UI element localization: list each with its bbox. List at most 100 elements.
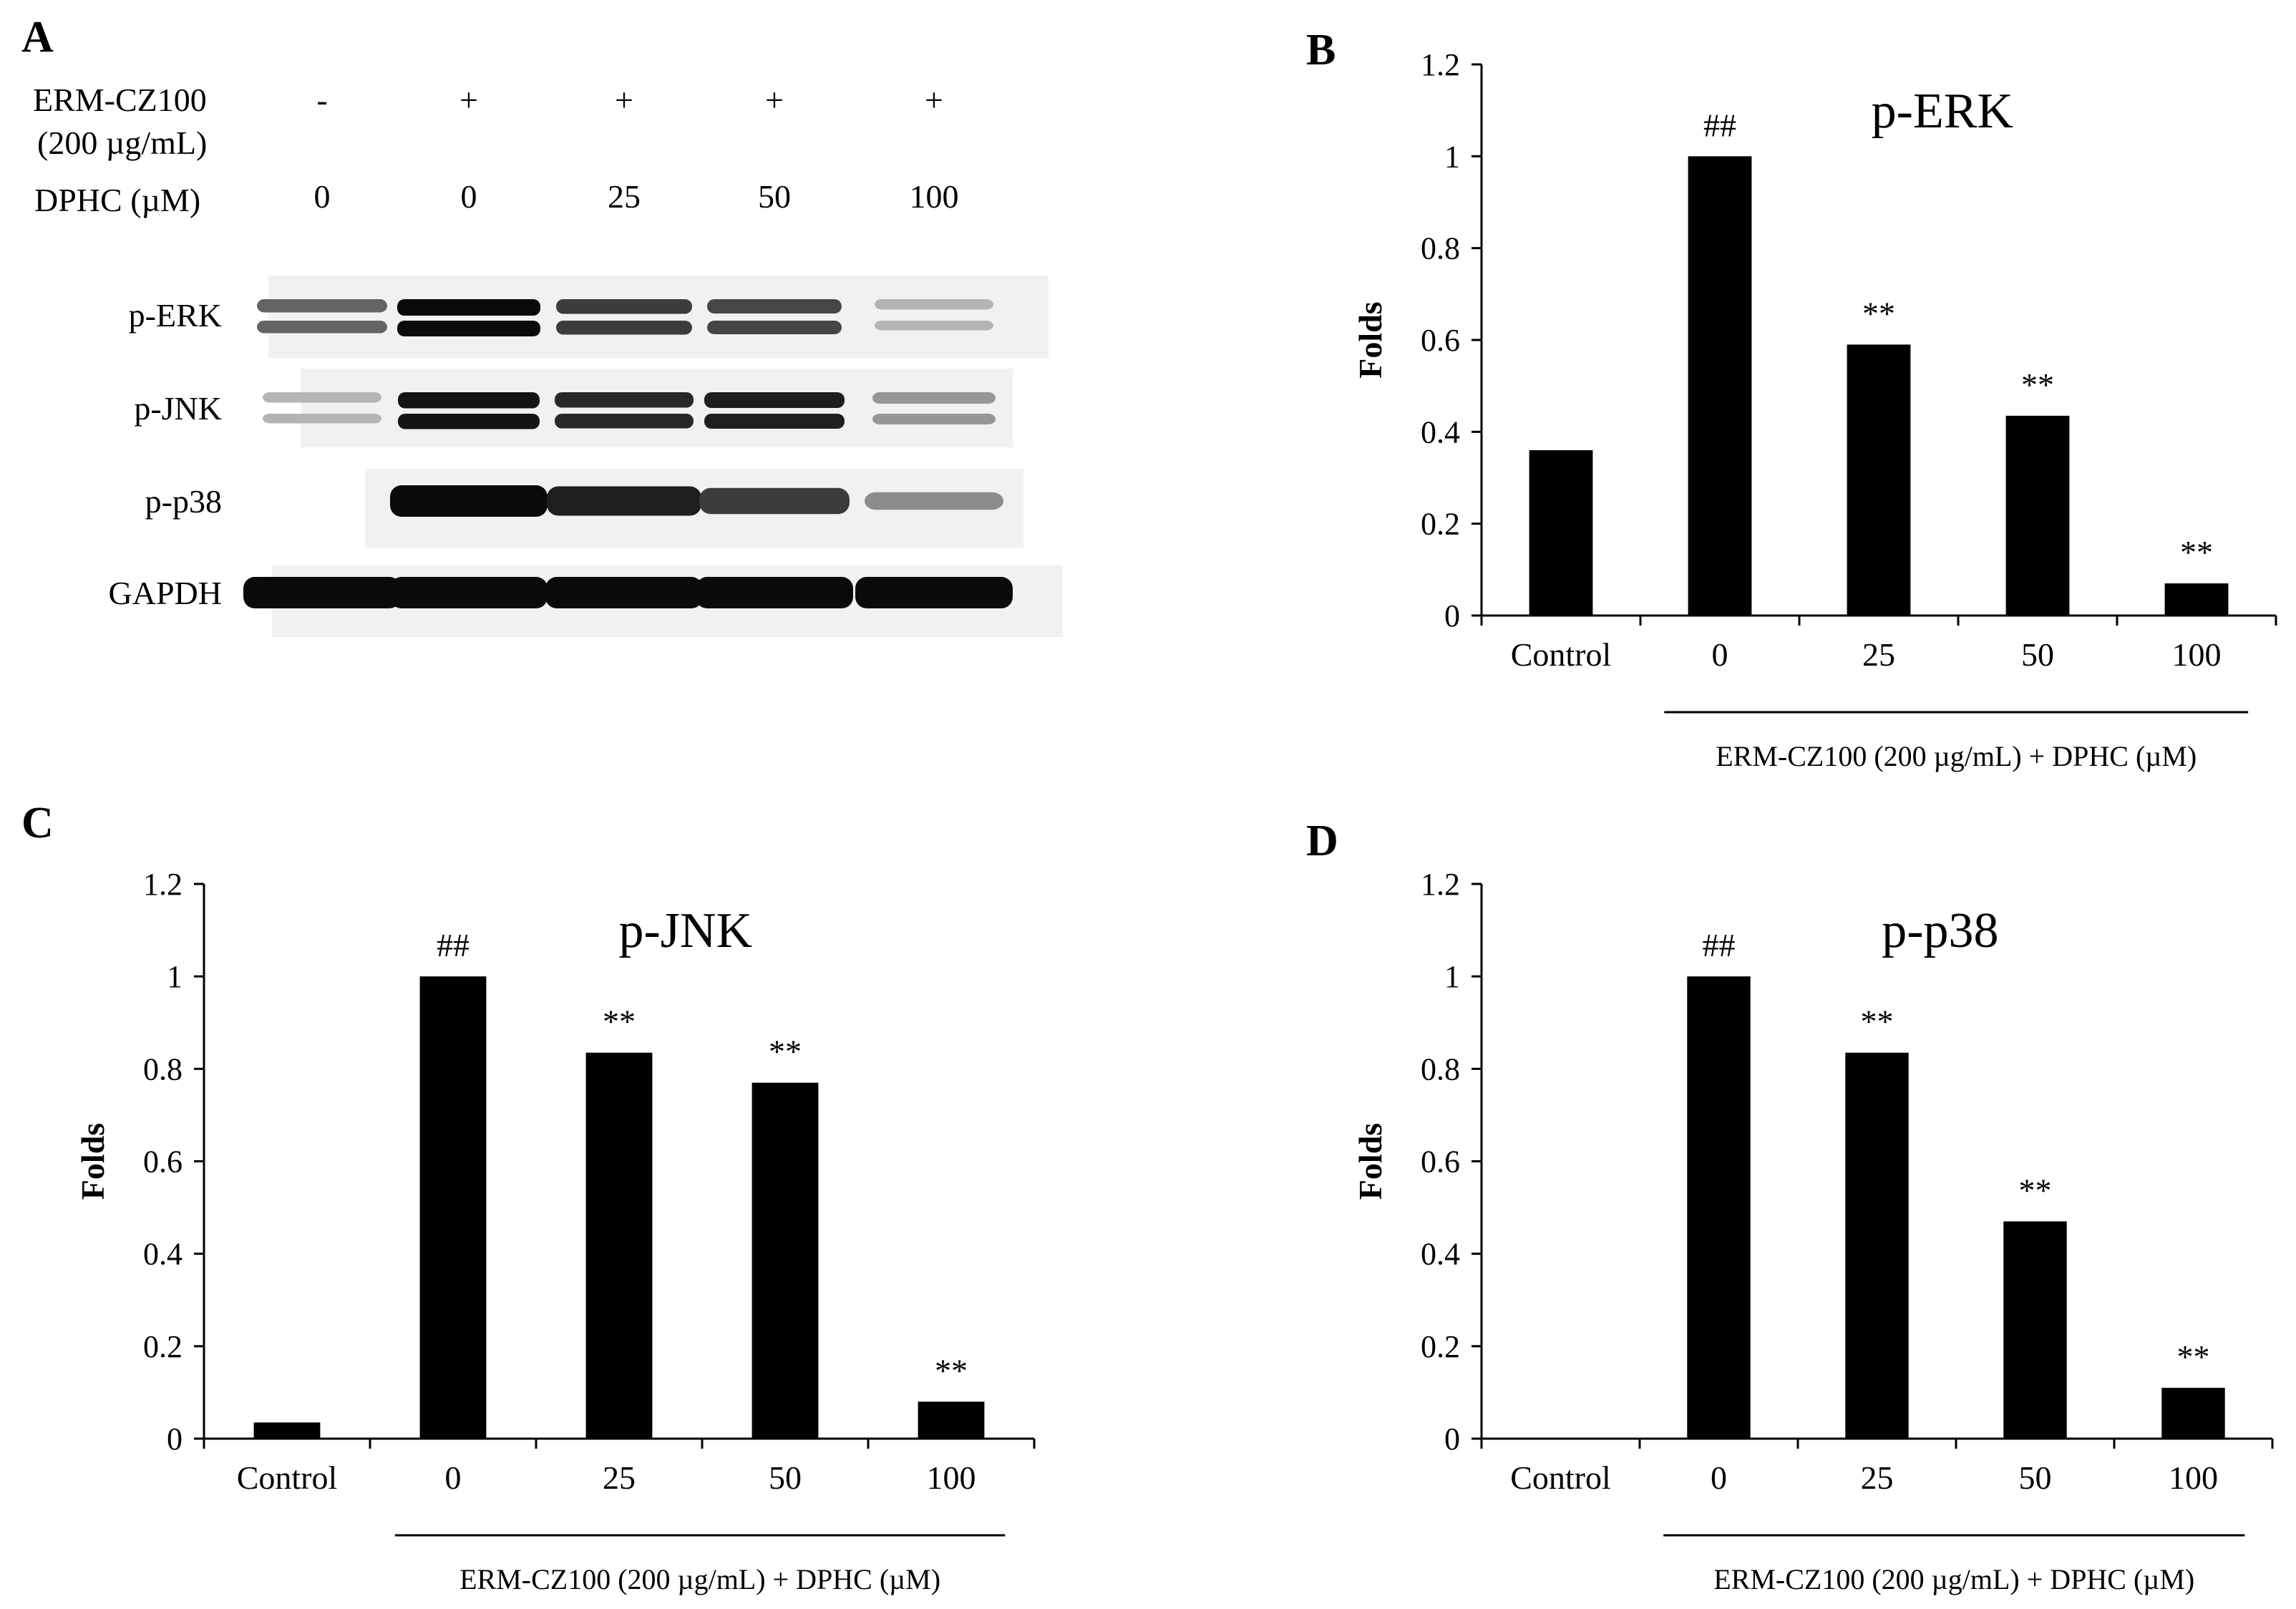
bar-chart: C 0 0.2 0.4 0.6 0.8 1 1.2 Folds p-JNK Control 0 ## 25… [21, 799, 1036, 1595]
y-tick-label: 1.2 [1421, 867, 1460, 902]
bar-charts: B 0 0.2 0.4 0.6 0.8 1 1.2 Folds p-ERK Control 0 ## 25… [21, 26, 2277, 1595]
blot-band [398, 392, 540, 409]
erm-row-label-line1: ERM-CZ100 [33, 82, 207, 118]
bar-chart: B 0 0.2 0.4 0.6 0.8 1 1.2 Folds p-ERK Control 0 ## 25… [1306, 26, 2277, 772]
blot-band [855, 577, 1013, 608]
blot-row: GAPDH [109, 565, 1063, 637]
blot-band [397, 299, 540, 316]
significance-mark: ## [1703, 927, 1736, 963]
significance-mark: ** [2021, 366, 2054, 403]
bar [585, 1052, 653, 1439]
blot-row: p-ERK [129, 276, 1049, 358]
blot-row-label: p-p38 [145, 483, 222, 520]
blot-membrane [268, 276, 1049, 358]
x-tick-label: 25 [1861, 1459, 1894, 1496]
blot-band [696, 577, 853, 608]
y-tick-label: 0 [1444, 1421, 1460, 1457]
y-tick-label: 1 [167, 959, 183, 994]
y-tick-label: 0.8 [1421, 1051, 1460, 1087]
x-tick-label: 50 [2019, 1459, 2052, 1496]
significance-mark: ** [1861, 1003, 1894, 1040]
lane-erm-sign: + [925, 82, 943, 118]
y-tick-label: 0.4 [1421, 414, 1460, 449]
y-tick-label: 0.4 [1421, 1237, 1460, 1272]
x-tick-label: 25 [603, 1459, 636, 1496]
significance-mark: ** [603, 1003, 636, 1040]
blot-row: p-p38 [145, 469, 1023, 548]
x-tick-label: 50 [769, 1459, 802, 1496]
panel-label: D [1306, 817, 1338, 865]
lane-erm-sign: - [316, 82, 327, 118]
blot-band [704, 392, 845, 408]
chart-title: p-p38 [1882, 903, 1998, 958]
bar [1847, 344, 1911, 616]
bar [751, 1082, 819, 1439]
panel-a-label: A [21, 13, 54, 62]
x-tick-label: Control [237, 1459, 338, 1496]
erm-row-label-line2: (200 µg/mL) [37, 125, 207, 161]
bar [918, 1401, 985, 1439]
bar [2161, 1387, 2225, 1439]
y-tick-label: 0.6 [1421, 323, 1460, 358]
chart-title: p-ERK [1872, 84, 2013, 139]
bar [1688, 156, 1752, 616]
blot-band [707, 321, 842, 334]
lane-erm-sign: + [765, 82, 784, 118]
blot-band [263, 392, 381, 403]
blot-band [555, 392, 694, 408]
group-label: ERM-CZ100 (200 µg/mL) + DPHC (µM) [1713, 1563, 2194, 1595]
group-label: ERM-CZ100 (200 µg/mL) + DPHC (µM) [459, 1563, 940, 1595]
blot-band [707, 299, 842, 313]
lane-dphc-dose: 25 [608, 178, 641, 215]
x-tick-label: 100 [2172, 636, 2222, 673]
blot-band [390, 485, 548, 517]
y-tick-label: 0.2 [1421, 507, 1460, 542]
blot-band [257, 321, 387, 334]
significance-mark: ** [935, 1352, 968, 1389]
blot-band [263, 414, 381, 424]
significance-mark: ## [1703, 107, 1736, 143]
bar [2003, 1221, 2067, 1439]
blot-band [547, 486, 701, 516]
blot-band [243, 577, 401, 608]
y-tick-label: 0.8 [1421, 231, 1460, 266]
x-tick-label: 0 [1711, 1459, 1727, 1496]
lane-headers: - 0 +0 +25 +50 +100 [314, 82, 959, 215]
y-tick-label: 0.8 [143, 1051, 183, 1087]
blot-row-label: GAPDH [109, 575, 222, 611]
lane-erm-sign: + [615, 82, 633, 118]
y-tick-label: 0 [167, 1421, 183, 1457]
panel-a-western-blot: A ERM-CZ100 (200 µg/mL) DPHC (µM) - 0 +0 +2… [21, 13, 1063, 637]
blot-band [556, 321, 692, 335]
y-tick-label: 1 [1444, 959, 1460, 994]
y-tick-label: 1 [1444, 139, 1460, 174]
x-tick-label: 0 [1712, 636, 1728, 673]
blot-row-label: p-JNK [134, 390, 222, 427]
panel-label: B [1306, 26, 1336, 74]
blot-band [875, 299, 993, 310]
blot-band [875, 321, 993, 331]
blot-band [390, 577, 548, 608]
lane-dphc-dose: 50 [758, 178, 791, 215]
y-tick-label: 0.6 [1421, 1144, 1460, 1180]
blot-band [704, 414, 845, 429]
blot-band [545, 577, 703, 608]
blot-band [257, 299, 387, 313]
bar [419, 976, 487, 1439]
y-tick-label: 1.2 [143, 867, 183, 902]
x-tick-label: 100 [2169, 1459, 2218, 1496]
x-tick-label: Control [1510, 1459, 1611, 1496]
panel-label: C [21, 799, 54, 847]
bar [1845, 1052, 1909, 1439]
lane-dphc-dose: 0 [314, 178, 331, 215]
blot-band [398, 414, 540, 429]
y-tick-label: 0 [1444, 598, 1460, 633]
y-tick-label: 0.4 [143, 1237, 183, 1272]
y-axis-label: Folds [1352, 301, 1388, 378]
group-label: ERM-CZ100 (200 µg/mL) + DPHC (µM) [1716, 740, 2197, 772]
x-tick-label: 50 [2021, 636, 2054, 673]
significance-mark: ** [1862, 295, 1895, 331]
y-tick-label: 1.2 [1421, 47, 1460, 82]
blot-band [865, 492, 1003, 510]
